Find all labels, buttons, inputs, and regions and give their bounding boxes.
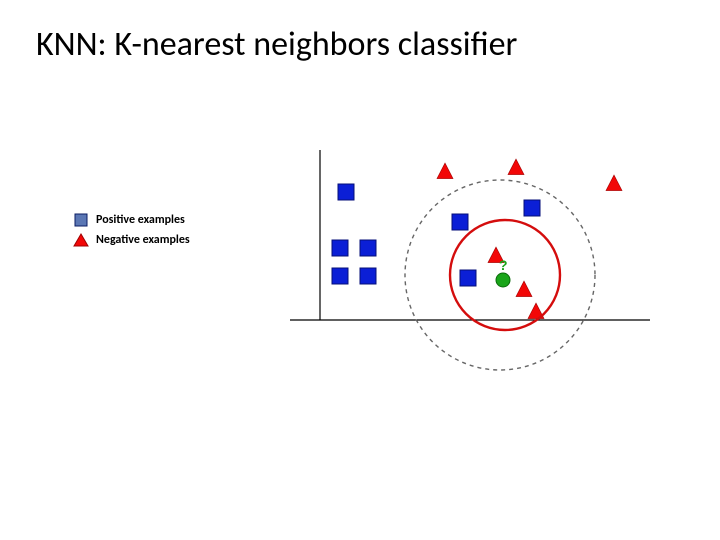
triangle-icon — [72, 233, 90, 247]
square-icon — [72, 213, 90, 227]
legend-label: Positive examples — [96, 213, 185, 227]
legend-item-negative: Negative examples — [72, 230, 190, 250]
chart-svg: ? — [290, 150, 660, 380]
page-title: KNN: K-nearest neighbors classifier — [36, 24, 517, 65]
legend-item-positive: Positive examples — [72, 210, 190, 230]
knn-chart: ? — [290, 150, 660, 380]
legend: Positive examples Negative examples — [72, 210, 190, 250]
legend-label: Negative examples — [96, 233, 190, 247]
svg-text:?: ? — [499, 257, 508, 273]
